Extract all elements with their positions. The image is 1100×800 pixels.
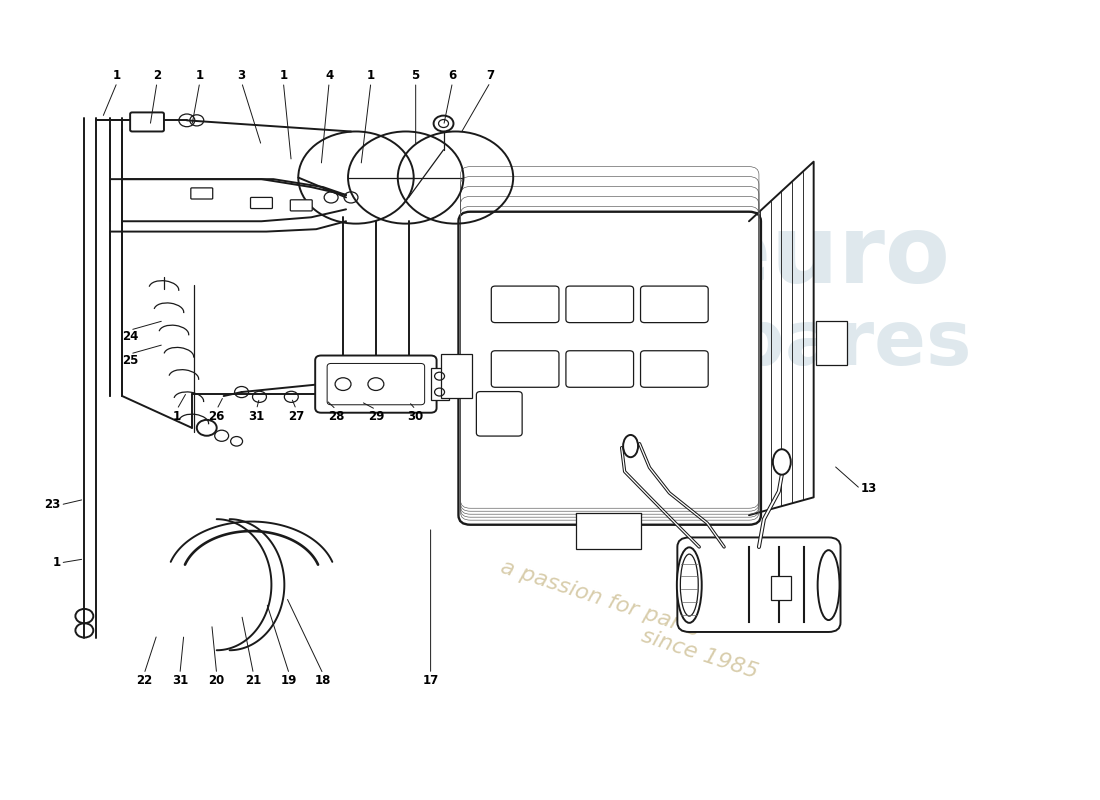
Text: 1: 1 [113, 70, 121, 82]
Text: 2: 2 [153, 70, 161, 82]
Text: 19: 19 [282, 674, 297, 687]
Ellipse shape [676, 547, 702, 623]
Text: 26: 26 [209, 410, 224, 422]
Text: 29: 29 [367, 410, 384, 422]
Ellipse shape [680, 554, 698, 616]
FancyBboxPatch shape [290, 200, 312, 211]
FancyBboxPatch shape [492, 286, 559, 322]
Ellipse shape [623, 435, 638, 457]
Text: 20: 20 [209, 674, 224, 687]
FancyBboxPatch shape [130, 113, 164, 131]
FancyBboxPatch shape [316, 355, 437, 413]
Text: 1: 1 [173, 410, 182, 422]
Text: spares: spares [685, 307, 971, 382]
FancyBboxPatch shape [816, 321, 847, 365]
FancyBboxPatch shape [640, 350, 708, 387]
FancyBboxPatch shape [565, 286, 634, 322]
Ellipse shape [773, 450, 791, 474]
FancyBboxPatch shape [430, 368, 449, 400]
FancyBboxPatch shape [492, 350, 559, 387]
Text: 22: 22 [136, 674, 152, 687]
FancyBboxPatch shape [251, 198, 273, 209]
Text: 25: 25 [122, 354, 139, 367]
Text: 17: 17 [422, 674, 439, 687]
Text: 7: 7 [486, 70, 494, 82]
Text: 1: 1 [196, 70, 204, 82]
Text: 6: 6 [449, 70, 456, 82]
FancyBboxPatch shape [327, 363, 425, 405]
Text: 13: 13 [860, 482, 877, 495]
Text: 5: 5 [411, 70, 420, 82]
Text: 28: 28 [328, 410, 344, 422]
Ellipse shape [817, 550, 839, 620]
Text: euro: euro [707, 211, 950, 303]
Text: 1: 1 [279, 70, 287, 82]
Text: 31: 31 [249, 410, 265, 422]
FancyBboxPatch shape [771, 576, 791, 600]
Text: 31: 31 [172, 674, 188, 687]
Text: a passion for parts: a passion for parts [498, 557, 702, 640]
Text: 27: 27 [288, 410, 305, 422]
FancyBboxPatch shape [640, 286, 708, 322]
FancyBboxPatch shape [190, 188, 212, 199]
Text: 3: 3 [238, 70, 245, 82]
FancyBboxPatch shape [476, 391, 522, 436]
FancyBboxPatch shape [565, 350, 634, 387]
FancyBboxPatch shape [441, 354, 472, 398]
Text: since 1985: since 1985 [638, 626, 760, 682]
Text: 23: 23 [44, 498, 60, 511]
Text: 24: 24 [122, 330, 139, 343]
Text: 1: 1 [366, 70, 375, 82]
Text: 1: 1 [53, 556, 60, 570]
Text: 21: 21 [245, 674, 262, 687]
Text: 30: 30 [408, 410, 424, 422]
Text: 4: 4 [324, 70, 333, 82]
FancyBboxPatch shape [576, 513, 641, 549]
Text: 18: 18 [315, 674, 331, 687]
FancyBboxPatch shape [459, 212, 761, 525]
FancyBboxPatch shape [678, 538, 840, 632]
